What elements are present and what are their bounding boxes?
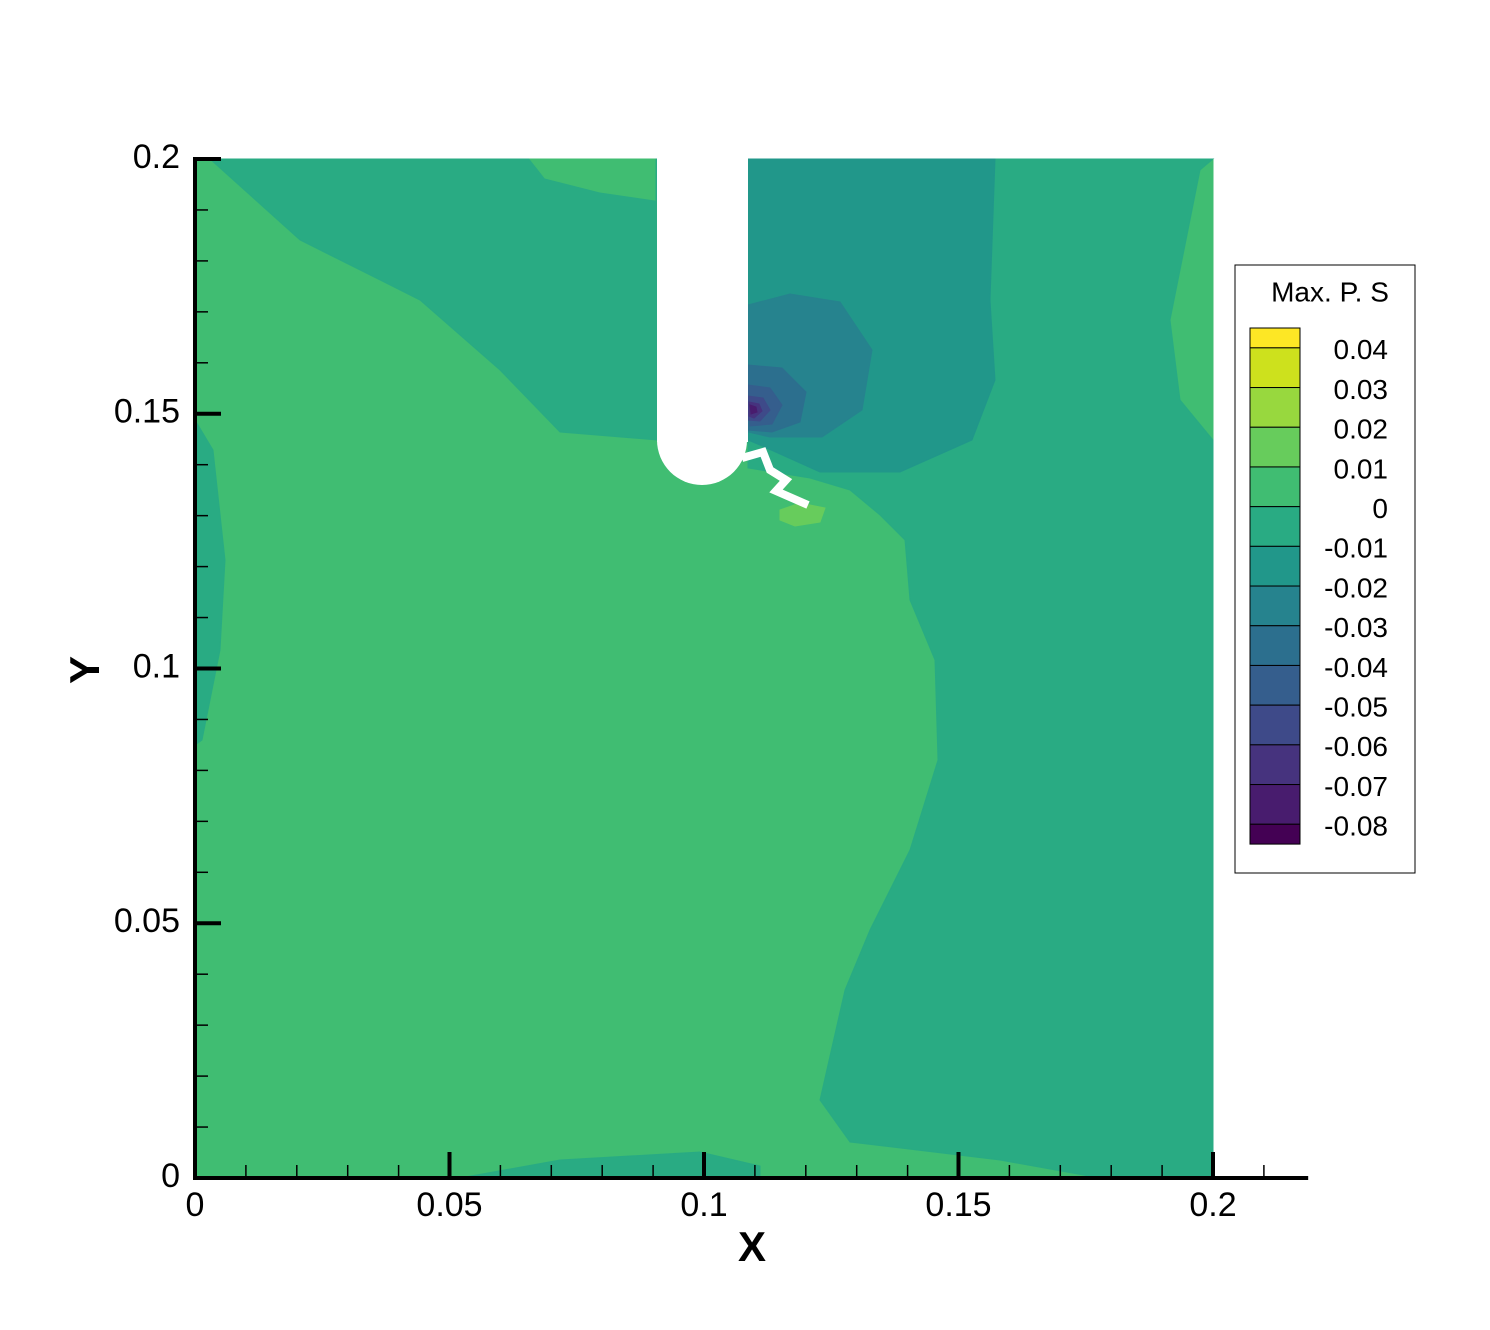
legend-swatch: [1249, 327, 1301, 349]
y-tick-label: 0: [161, 1157, 180, 1195]
y-tick-label: 0.1: [133, 647, 180, 685]
contour-field: [194, 158, 1215, 1179]
y-tick-label: 0.05: [114, 902, 180, 940]
legend-label: 0: [1372, 493, 1388, 524]
legend-label: -0.03: [1324, 612, 1388, 643]
legend-swatch: [1249, 704, 1301, 746]
legend-swatch: [1249, 625, 1301, 666]
legend-label: 0.03: [1334, 374, 1389, 405]
legend-label: -0.02: [1324, 572, 1388, 603]
x-tick-label: 0: [186, 1186, 205, 1224]
x-tick-label: 0.2: [1189, 1186, 1236, 1224]
legend-label: -0.04: [1324, 652, 1388, 683]
legend-title: Max. P. S: [1271, 276, 1389, 307]
legend-label: -0.07: [1324, 771, 1388, 802]
x-tick-label: 0.05: [416, 1186, 482, 1224]
legend-swatch: [1249, 545, 1301, 587]
legend-label: 0.02: [1334, 414, 1389, 445]
legend-swatch: [1249, 744, 1301, 786]
legend-swatch: [1249, 347, 1301, 389]
notch-slot: [657, 150, 748, 442]
legend-label: 0.04: [1334, 334, 1389, 365]
y-axis-label: Y: [61, 656, 108, 684]
legend-swatch: [1249, 387, 1301, 428]
legend-swatch: [1249, 784, 1301, 825]
legend-label: -0.05: [1324, 692, 1388, 723]
legend-swatch: [1249, 506, 1301, 547]
contour-region: [528, 158, 656, 201]
x-tick-label: 0.15: [925, 1186, 991, 1224]
legend-swatch: [1249, 585, 1301, 627]
notch: [657, 150, 810, 509]
crack: [740, 447, 810, 509]
legend-swatch: [1249, 823, 1301, 845]
legend-swatch: [1249, 664, 1301, 706]
legend-swatch: [1249, 466, 1301, 508]
x-axis-label: X: [738, 1223, 766, 1270]
x-tick-label: 0.1: [680, 1186, 727, 1224]
legend-label: 0.01: [1334, 453, 1389, 484]
contour-region: [749, 404, 758, 415]
notch-tip: [657, 395, 747, 485]
y-tick-label: 0.2: [133, 138, 180, 176]
y-tick-label: 0.15: [114, 393, 180, 431]
legend-label: -0.06: [1324, 731, 1388, 762]
legend-swatch: [1249, 426, 1301, 468]
legend-label: -0.08: [1324, 811, 1388, 842]
legend-label: -0.01: [1324, 533, 1388, 564]
